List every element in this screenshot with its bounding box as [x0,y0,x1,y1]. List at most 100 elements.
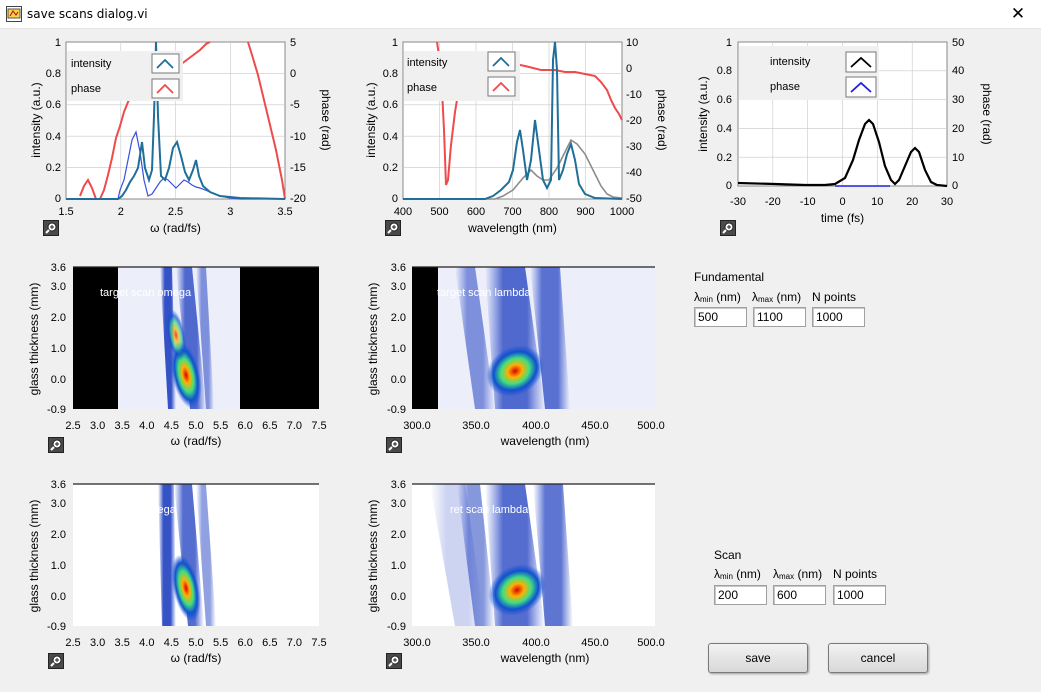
fundamental-lambda-min-label: λmin (nm) [694,290,741,304]
fundamental-heading: Fundamental [694,270,765,284]
svg-text:10: 10 [626,37,638,49]
svg-text:ω (rad/fs): ω (rad/fs) [171,434,222,448]
retrieved-scan-omega-title: ret scan omega [100,504,177,516]
svg-text:0: 0 [952,180,958,192]
svg-text:450.0: 450.0 [581,637,609,649]
svg-text:0: 0 [626,63,632,75]
target-scan-omega-graph[interactable]: target scan omega -0.9 0.0 1.0 2.0 3.0 3… [0,255,345,455]
svg-text:phase (rad): phase (rad) [980,83,994,144]
svg-text:1.0: 1.0 [391,343,406,355]
time-domain-graph[interactable]: 0 0.2 0.4 0.6 0.8 1 0 10 20 30 40 50 -30… [685,30,1035,245]
svg-text:400.0: 400.0 [522,420,550,432]
svg-text:1: 1 [392,37,398,49]
svg-text:6.5: 6.5 [262,420,277,432]
svg-text:450.0: 450.0 [581,420,609,432]
svg-text:-30: -30 [626,141,642,153]
svg-text:0.4: 0.4 [383,131,398,143]
wavelength-spectrum-graph[interactable]: 0 0.2 0.4 0.6 0.8 1 -50 -40 -30 -20 -10 … [345,30,680,245]
svg-text:3.0: 3.0 [90,420,105,432]
target-scan-lambda-graph[interactable]: target scan lambda -0.9 0.0 1.0 2.0 3.0 … [345,255,680,455]
svg-text:400.0: 400.0 [522,637,550,649]
svg-text:350.0: 350.0 [462,420,490,432]
save-button[interactable]: save [708,643,808,673]
retrieved-scan-omega-graph[interactable]: ret scan omega -0.9 0.0 1.0 2.0 3.0 3.6 … [0,472,345,672]
svg-text:0: 0 [726,180,732,192]
svg-text:4.5: 4.5 [164,420,179,432]
svg-text:3.6: 3.6 [51,262,66,274]
svg-text:500.0: 500.0 [637,420,665,432]
svg-text:500.0: 500.0 [637,637,665,649]
svg-text:2.5: 2.5 [65,637,80,649]
retrieved-scan-lambda-image: ret scan lambda -0.9 0.0 1.0 2.0 3.0 3.6… [366,479,665,665]
svg-text:-30: -30 [730,196,746,208]
fundamental-lambda-min-field[interactable]: 500 [694,307,747,327]
svg-text:0.8: 0.8 [383,68,398,80]
svg-text:glass thickness (mm): glass thickness (mm) [366,283,380,396]
svg-text:5.5: 5.5 [213,420,228,432]
svg-text:300.0: 300.0 [403,637,431,649]
fundamental-lambda-max-field[interactable]: 1100 [753,307,806,327]
svg-text:400: 400 [394,206,412,218]
svg-text:0.2: 0.2 [383,162,398,174]
svg-text:0.8: 0.8 [717,65,732,77]
graph-palette-zoom-icon[interactable] [720,220,736,236]
svg-text:time (fs): time (fs) [821,211,864,225]
graph-palette-zoom-icon[interactable] [48,437,64,453]
wavelength-spectrum-plot: 0 0.2 0.4 0.6 0.8 1 -50 -40 -30 -20 -10 … [364,37,669,235]
svg-text:ω (rad/fs): ω (rad/fs) [150,221,201,235]
svg-text:wavelength (nm): wavelength (nm) [500,651,590,665]
scan-lambda-max-field[interactable]: 600 [773,585,826,605]
svg-text:glass thickness (mm): glass thickness (mm) [27,500,41,613]
scan-lambda-min-field[interactable]: 200 [714,585,767,605]
graph-palette-zoom-icon[interactable] [386,437,402,453]
fundamental-npoints-field[interactable]: 1000 [812,307,865,327]
svg-text:350.0: 350.0 [462,637,490,649]
svg-text:7.0: 7.0 [287,637,302,649]
retrieved-scan-lambda-graph[interactable]: ret scan lambda -0.9 0.0 1.0 2.0 3.0 3.6… [345,472,680,672]
svg-text:intensity (a.u.): intensity (a.u.) [696,76,710,151]
scan-heading: Scan [714,548,742,562]
graph-palette-zoom-icon[interactable] [386,653,402,669]
svg-text:50: 50 [952,37,964,49]
svg-text:0.2: 0.2 [717,152,732,164]
svg-text:300.0: 300.0 [403,420,431,432]
svg-text:-10: -10 [800,196,816,208]
svg-text:0.6: 0.6 [46,99,61,111]
graph-palette-zoom-icon[interactable] [385,220,401,236]
close-icon[interactable]: ✕ [1010,4,1026,23]
window-title: save scans dialog.vi [27,7,148,21]
svg-text:-0.9: -0.9 [47,621,66,633]
svg-text:2.0: 2.0 [51,529,66,541]
svg-text:-50: -50 [626,193,642,205]
svg-text:30: 30 [941,196,953,208]
svg-text:-10: -10 [626,89,642,101]
svg-text:7.5: 7.5 [311,420,326,432]
svg-text:0.6: 0.6 [717,94,732,106]
svg-text:-10: -10 [290,131,306,143]
svg-text:40: 40 [952,65,964,77]
svg-text:5.0: 5.0 [188,637,203,649]
svg-text:2: 2 [118,206,124,218]
svg-text:7.5: 7.5 [311,637,326,649]
omega-spectrum-graph[interactable]: 0 0.2 0.4 0.6 0.8 1 -20 -15 -10 -5 0 5 1… [0,30,345,245]
title-bar: save scans dialog.vi ✕ [0,0,1041,29]
svg-text:2.5: 2.5 [65,420,80,432]
graph-palette-zoom-icon[interactable] [48,653,64,669]
svg-text:6.0: 6.0 [238,637,253,649]
svg-text:-5: -5 [290,99,300,111]
svg-text:0.2: 0.2 [46,162,61,174]
graph-palette-zoom-icon[interactable] [43,220,59,236]
svg-text:10: 10 [871,196,883,208]
svg-text:0: 0 [839,196,845,208]
svg-text:-20: -20 [765,196,781,208]
scan-npoints-field[interactable]: 1000 [833,585,886,605]
svg-text:4.0: 4.0 [139,637,154,649]
fundamental-lambda-max-label: λmax (nm) [752,290,802,304]
svg-text:phase (rad): phase (rad) [319,89,333,150]
cancel-button[interactable]: cancel [828,643,928,673]
svg-text:30: 30 [952,94,964,106]
svg-text:phase: phase [407,82,437,94]
labview-vi-icon [6,6,22,22]
svg-text:1: 1 [55,37,61,49]
svg-text:0.0: 0.0 [51,591,66,603]
